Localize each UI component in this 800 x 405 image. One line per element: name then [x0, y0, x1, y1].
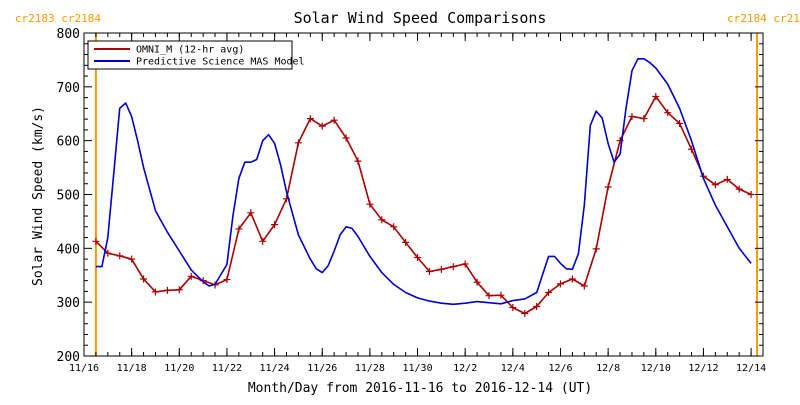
data-point-0-35	[509, 304, 517, 312]
x-tick-label-0: 11/16	[69, 363, 99, 374]
x-tick-label-2: 11/20	[164, 363, 194, 374]
data-point-0-42	[592, 245, 600, 253]
x-tick-label-3: 11/22	[212, 363, 242, 374]
chart-title: Solar Wind Speed Comparisons	[294, 9, 547, 27]
data-point-0-53	[723, 175, 731, 183]
data-point-0-36	[521, 309, 529, 317]
data-point-0-47	[652, 93, 660, 101]
data-point-0-4	[140, 275, 148, 283]
data-point-0-20	[330, 116, 338, 124]
data-point-0-41	[580, 282, 588, 290]
data-point-0-54	[735, 185, 743, 193]
data-point-0-39	[556, 280, 564, 288]
data-point-0-48	[664, 109, 672, 117]
data-point-0-30	[449, 263, 457, 271]
y-tick-label-0: 200	[57, 350, 80, 365]
data-point-0-25	[390, 223, 398, 231]
legend-box	[87, 40, 293, 70]
data-point-0-1	[104, 249, 112, 257]
data-point-0-8	[187, 272, 195, 280]
legend-label-0: OMNI_M (12-hr avg)	[136, 45, 244, 56]
data-point-0-12	[235, 225, 243, 233]
data-point-0-46	[640, 115, 648, 123]
x-tick-label-5: 11/26	[307, 363, 337, 374]
carrington-marker-label-1: cr2184 cr2185	[727, 12, 800, 25]
y-tick-label-2: 400	[57, 242, 80, 257]
data-point-0-26	[402, 238, 410, 246]
y-tick-label-6: 800	[57, 27, 80, 42]
data-point-0-19	[318, 122, 326, 130]
data-point-0-32	[473, 278, 481, 286]
data-point-0-33	[485, 292, 493, 300]
x-tick-label-11: 12/8	[596, 363, 620, 374]
data-point-0-24	[378, 216, 386, 224]
data-point-0-3	[128, 255, 136, 263]
data-point-0-52	[711, 181, 719, 189]
data-point-0-31	[461, 260, 469, 268]
legend: OMNI_M (12-hr avg)Predictive Science MAS…	[87, 40, 305, 70]
x-tick-label-13: 12/12	[688, 363, 718, 374]
data-point-0-40	[568, 275, 576, 283]
carrington-marker-label-0: cr2183 cr2184	[15, 12, 101, 25]
data-point-0-13	[247, 209, 255, 217]
data-point-0-17	[294, 139, 302, 147]
x-tick-label-8: 12/2	[453, 363, 477, 374]
x-tick-label-14: 12/14	[736, 363, 766, 374]
data-point-0-2	[116, 252, 124, 260]
data-point-0-45	[628, 112, 636, 120]
x-tick-label-7: 11/30	[402, 363, 432, 374]
x-tick-label-9: 12/4	[501, 363, 525, 374]
data-point-0-43	[604, 183, 612, 191]
series-layer	[92, 58, 755, 317]
legend-label-1: Predictive Science MAS Model	[136, 57, 305, 68]
data-point-0-22	[354, 157, 362, 165]
y-tick-label-4: 600	[57, 135, 80, 150]
y-tick-label-5: 700	[57, 81, 80, 96]
series-line-1	[95, 58, 752, 306]
x-tick-label-10: 12/6	[548, 363, 572, 374]
data-point-0-7	[175, 286, 183, 294]
data-point-0-5	[151, 288, 159, 296]
data-point-0-0	[92, 237, 100, 245]
y-tick-label-3: 500	[57, 189, 80, 204]
data-point-0-49	[676, 119, 684, 127]
x-tick-label-4: 11/24	[260, 363, 290, 374]
data-point-0-11	[223, 276, 231, 284]
data-point-0-38	[545, 288, 553, 296]
data-point-0-15	[271, 221, 279, 229]
data-point-0-55	[747, 191, 755, 198]
x-axis-label: Month/Day from 2016-11-16 to 2016-12-14 …	[248, 381, 592, 396]
y-tick-label-1: 300	[57, 296, 80, 311]
series-1	[95, 58, 752, 306]
data-point-0-21	[342, 134, 350, 142]
axes: 200 300 400 500 600 700 800 11/16 11/18 11/20 11/2…	[57, 27, 767, 374]
series-0	[92, 93, 755, 317]
data-point-0-14	[259, 237, 267, 245]
data-point-0-18	[306, 115, 314, 123]
x-tick-label-1: 11/18	[117, 363, 147, 374]
x-tick-label-6: 11/28	[355, 363, 385, 374]
data-point-0-28	[425, 267, 433, 275]
data-point-0-34	[497, 291, 505, 299]
x-tick-label-12: 12/10	[641, 363, 671, 374]
y-axis-label: Solar Wind Speed (km/s)	[31, 106, 46, 286]
data-point-0-37	[533, 302, 541, 310]
data-point-0-23	[366, 200, 374, 208]
data-point-0-29	[437, 265, 445, 273]
data-point-0-6	[163, 286, 171, 294]
data-point-0-27	[414, 253, 422, 261]
